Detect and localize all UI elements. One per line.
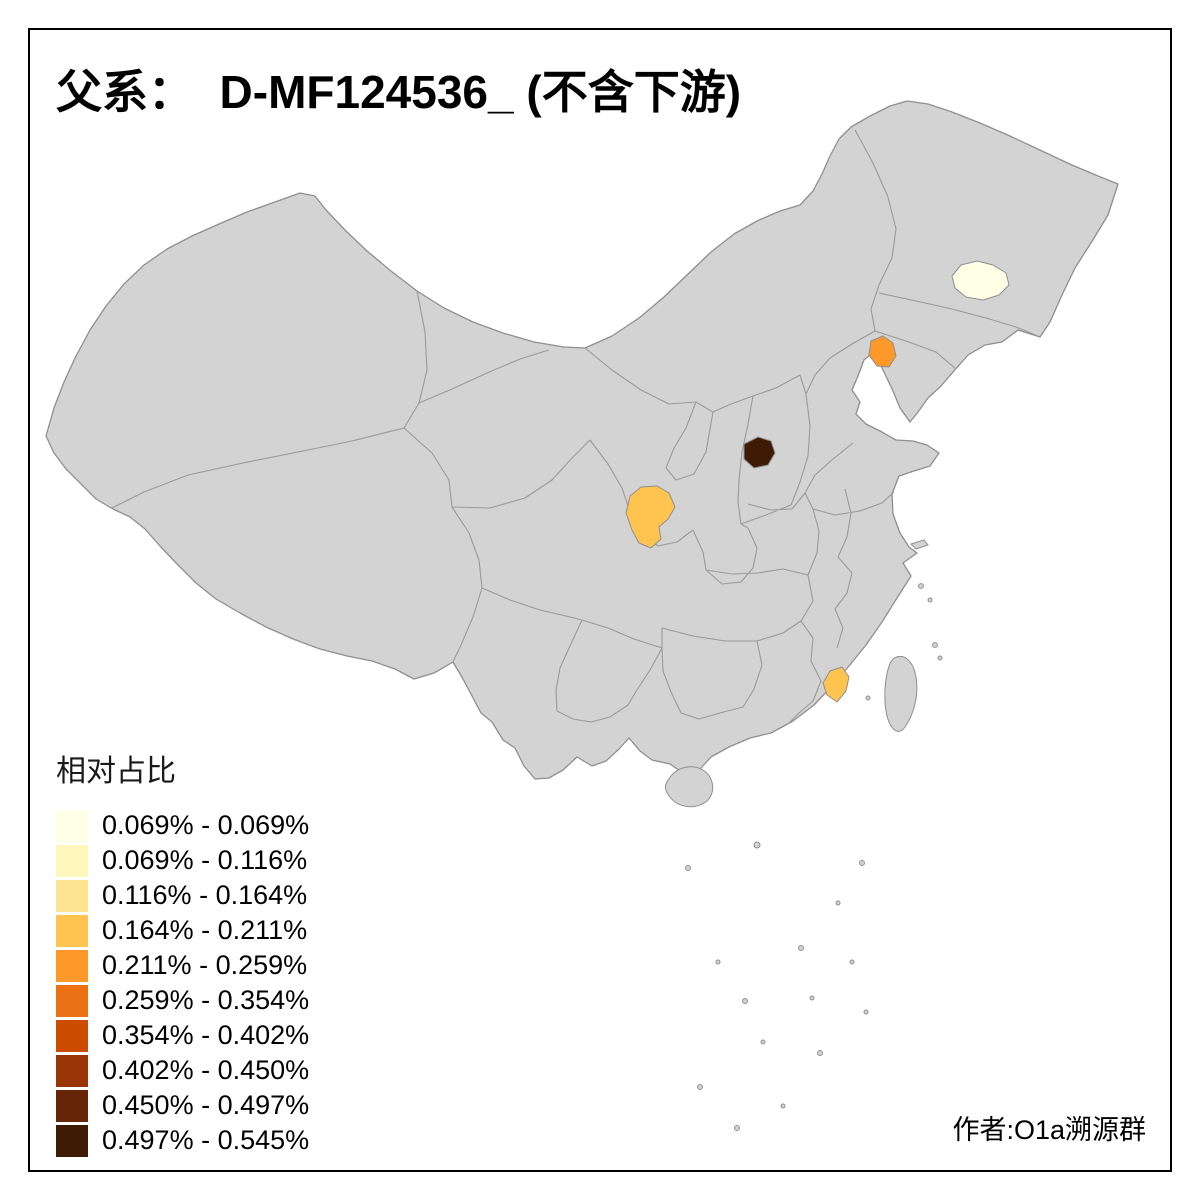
region-northeast-prefecture: [951, 260, 1010, 301]
legend-item: 0.069% - 0.116%: [56, 843, 309, 878]
island-dot: [937, 655, 943, 661]
legend-swatch: [56, 1054, 88, 1087]
island-dot: [742, 998, 748, 1004]
legend-swatch: [56, 984, 88, 1017]
legend-label: 0.450% - 0.497%: [102, 1090, 310, 1120]
island-dot: [817, 1050, 823, 1056]
legend-swatch: [56, 1089, 88, 1122]
island-dot: [753, 841, 761, 849]
chongming-island: [910, 539, 929, 550]
legend-label: 0.069% - 0.116%: [102, 845, 308, 875]
legend-item: 0.450% - 0.497%: [56, 1088, 309, 1123]
legend-label: 0.259% - 0.354%: [102, 985, 310, 1015]
legend: 相对占比 0.069% - 0.069% 0.069% - 0.116% 0.1…: [56, 746, 309, 1158]
legend-item: 0.259% - 0.354%: [56, 983, 309, 1018]
legend-item: 0.354% - 0.402%: [56, 1018, 309, 1053]
china-mainland-outline: [45, 100, 1119, 790]
legend-swatch: [56, 1019, 88, 1052]
region-liaoning-coastal-prefecture: [868, 335, 897, 368]
region-fujian-coastal-prefecture: [822, 666, 850, 703]
island-dot: [734, 1125, 740, 1131]
island-dot: [798, 945, 804, 951]
island-dot: [780, 1103, 786, 1109]
taiwan-island: [884, 655, 918, 732]
island-dot: [760, 1039, 766, 1045]
coastal-islands: [865, 583, 943, 701]
legend-item: 0.211% - 0.259%: [56, 948, 309, 983]
legend-swatch: [56, 914, 88, 947]
legend-swatch: [56, 879, 88, 912]
island-dot: [715, 959, 721, 965]
legend-swatch: [56, 949, 88, 982]
region-gansu-south-prefecture: [625, 485, 676, 549]
author-credit: 作者:O1a溯源群: [952, 1115, 1146, 1145]
legend-item: 0.069% - 0.069%: [56, 808, 309, 843]
legend-item: 0.116% - 0.164%: [56, 878, 309, 913]
legend-label: 0.164% - 0.211%: [102, 915, 308, 945]
island-dot: [697, 1084, 703, 1090]
legend-label: 0.497% - 0.545%: [102, 1125, 310, 1155]
island-dot: [685, 865, 691, 871]
island-dot: [809, 995, 815, 1001]
legend-item: 0.402% - 0.450%: [56, 1053, 309, 1088]
island-dot: [932, 642, 938, 648]
legend-swatch: [56, 844, 88, 877]
island-dot: [849, 959, 855, 965]
legend-title: 相对占比: [56, 755, 176, 788]
legend-label: 0.069% - 0.069%: [102, 810, 310, 840]
legend-swatch: [56, 1124, 88, 1157]
region-shanxi-prefecture: [743, 436, 776, 469]
island-dot: [927, 597, 933, 603]
legend-swatch: [56, 809, 88, 842]
legend-item: 0.164% - 0.211%: [56, 913, 309, 948]
legend-label: 0.116% - 0.164%: [102, 880, 308, 910]
island-dot: [865, 695, 871, 701]
map-title: 父系： D-MF124536_ (不含下游): [56, 66, 742, 118]
legend-label: 0.354% - 0.402%: [102, 1020, 310, 1050]
legend-label: 0.211% - 0.259%: [102, 950, 308, 980]
island-dot: [859, 860, 865, 866]
legend-item: 0.497% - 0.545%: [56, 1123, 309, 1158]
island-dot: [918, 583, 924, 589]
south-china-sea-islands: [685, 841, 869, 1131]
island-dot: [835, 900, 841, 906]
hainan-island: [664, 766, 714, 808]
island-dot: [863, 1009, 869, 1015]
legend-label: 0.402% - 0.450%: [102, 1055, 310, 1085]
